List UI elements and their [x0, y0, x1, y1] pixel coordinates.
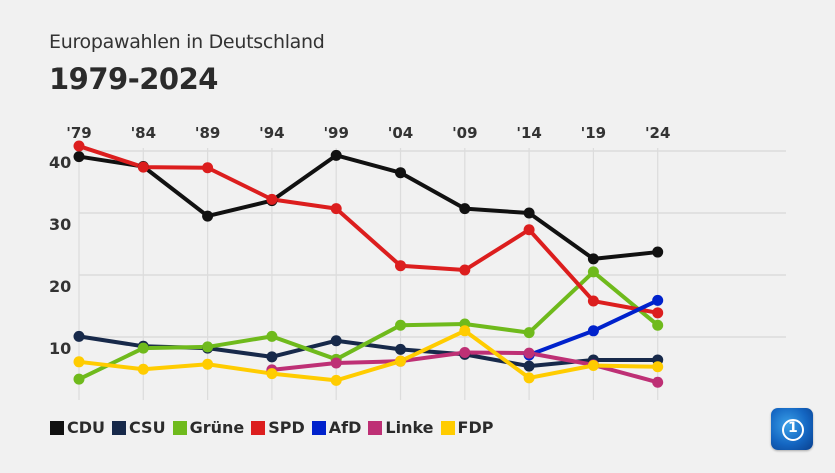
x-tick-label: '09 [452, 124, 477, 142]
data-point-fdp [523, 372, 535, 384]
data-point-csu [395, 343, 406, 355]
chart-title: 1979-2024 [49, 62, 218, 96]
data-point-csu [523, 360, 535, 372]
data-point-fdp [459, 325, 471, 337]
x-tick-label: '24 [645, 124, 670, 142]
data-point-fdp [587, 360, 599, 372]
grid [78, 148, 786, 400]
legend-swatch [251, 420, 266, 435]
data-point-afd [652, 294, 664, 306]
legend-item-cdu: CDU [50, 418, 105, 437]
data-point-gruene [73, 373, 85, 385]
legend-label: CDU [67, 418, 106, 437]
data-point-spd [330, 203, 342, 215]
data-point-spd [73, 140, 85, 152]
legend-label: SPD [268, 418, 305, 437]
legend-swatch [172, 420, 187, 435]
data-point-spd [587, 295, 599, 307]
series-points [73, 140, 664, 388]
y-axis-ticks: 10 20 30 40 [49, 153, 71, 358]
tagesschau-logo-icon: 1 [771, 408, 813, 450]
data-point-fdp [137, 363, 149, 375]
legend-item-linke: Linke [368, 418, 434, 437]
legend-label: AfD [328, 418, 362, 437]
data-point-cdu [587, 253, 599, 265]
legend-item-spd: SPD [251, 418, 305, 437]
legend-swatch [440, 420, 455, 435]
x-tick-label: '79 [66, 124, 91, 142]
y-tick-label: 30 [49, 215, 71, 234]
data-point-cdu [459, 203, 471, 215]
data-point-csu [330, 335, 342, 347]
data-point-csu [266, 351, 278, 363]
chart-subtitle: Europawahlen in Deutschland [49, 31, 325, 53]
series-lines [78, 144, 659, 385]
series-line-gruene [78, 269, 659, 381]
legend-swatch [112, 420, 127, 435]
data-point-fdp [202, 358, 214, 370]
data-point-spd [459, 264, 471, 276]
data-point-csu [73, 330, 85, 342]
y-tick-label: 40 [49, 153, 71, 172]
data-point-gruene [587, 266, 599, 278]
legend-label: Grüne [189, 418, 245, 437]
data-point-fdp [395, 355, 406, 367]
data-point-spd [137, 161, 149, 173]
legend-label: Linke [385, 418, 434, 437]
data-point-spd [652, 307, 664, 319]
series-line-fdp [78, 328, 658, 383]
legend-swatch [50, 420, 64, 435]
data-point-linke [330, 357, 342, 369]
x-axis-ticks: '79 '84 '89 '94 '99 '04 '09 '14 '19 '24 [66, 124, 670, 142]
x-tick-label: '99 [323, 124, 348, 142]
data-point-fdp [73, 356, 85, 368]
data-point-gruene [652, 319, 664, 331]
legend-item-fdp: FDP [440, 418, 494, 437]
legend-item-gruene: Grüne [172, 418, 245, 437]
logo-ring [782, 419, 804, 441]
logo-one-glyph: 1 [788, 420, 798, 436]
legend: CDU CSU Grüne SPD AfD Linke FDP [50, 418, 500, 437]
data-point-cdu [330, 149, 342, 161]
data-point-spd [202, 162, 214, 174]
data-point-fdp [266, 368, 278, 380]
legend-item-afd: AfD [311, 418, 362, 437]
y-tick-label: 20 [49, 277, 71, 296]
data-point-fdp [652, 361, 664, 373]
x-tick-label: '19 [581, 124, 606, 142]
data-point-gruene [137, 342, 149, 354]
data-point-gruene [266, 330, 278, 342]
data-point-cdu [652, 246, 664, 258]
series-line-cdu [78, 153, 658, 261]
x-tick-label: '89 [195, 124, 220, 142]
data-point-fdp [330, 374, 342, 386]
series-line-spd [78, 144, 659, 315]
x-tick-label: '04 [388, 124, 413, 142]
data-point-gruene [523, 327, 535, 339]
data-point-spd [395, 260, 406, 272]
legend-label: CSU [129, 418, 166, 437]
data-point-spd [523, 224, 535, 236]
legend-swatch [368, 420, 383, 435]
data-point-spd [266, 193, 278, 205]
data-point-cdu [202, 210, 214, 222]
data-point-cdu [73, 151, 85, 163]
data-point-linke [523, 347, 535, 359]
data-point-afd [587, 325, 599, 337]
legend-item-csu: CSU [112, 418, 166, 437]
x-tick-label: '84 [131, 124, 156, 142]
data-point-linke [459, 347, 471, 358]
data-point-gruene [395, 319, 406, 331]
data-point-cdu [395, 167, 406, 179]
y-tick-label: 10 [49, 339, 71, 358]
data-point-linke [652, 376, 664, 388]
data-point-cdu [523, 207, 535, 219]
legend-swatch [311, 420, 326, 435]
x-tick-label: '14 [516, 124, 541, 142]
data-point-gruene [202, 341, 214, 353]
x-tick-label: '94 [259, 124, 284, 142]
legend-label: FDP [457, 418, 494, 437]
